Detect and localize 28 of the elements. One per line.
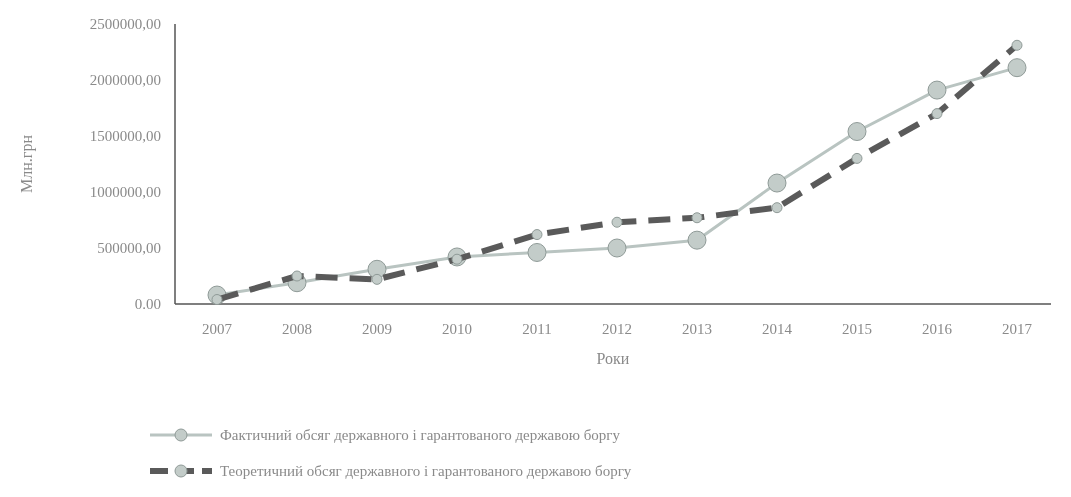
point	[607, 238, 627, 258]
y-axis-title: Млн.грн	[18, 134, 36, 193]
x-tick-label: 2014	[762, 321, 793, 337]
y-tick-label: 0.00	[134, 296, 161, 313]
point	[767, 173, 787, 193]
y-tick-label: 1500000,00	[89, 128, 161, 145]
y-tick-label: 500000,00	[97, 240, 161, 257]
legend-label: Фактичний обсяг державного і гарантованого державою боргу	[220, 427, 621, 444]
y-tick-label: 2000000,00	[89, 72, 161, 89]
x-tick-label: 2015	[842, 321, 872, 337]
x-tick-label: 2010	[442, 321, 472, 337]
x-tick-label: 2009	[362, 321, 392, 337]
y-tick-label: 1000000,00	[89, 184, 161, 201]
x-tick-label: 2008	[282, 321, 312, 337]
point	[1007, 58, 1027, 78]
x-tick-label: 2011	[522, 321, 552, 337]
x-tick-label: 2016	[922, 321, 953, 337]
y-tick-label: 2500000,00	[89, 16, 161, 33]
x-tick-label: 2007	[202, 321, 233, 337]
legend-label: Теоретичний обсяг державного і гарантованого державою боргу	[220, 463, 632, 480]
x-tick-label: 2012	[602, 321, 632, 337]
x-axis-title: Роки	[596, 350, 630, 367]
point	[527, 242, 547, 262]
point	[847, 122, 867, 142]
x-tick-label: 2013	[682, 321, 712, 337]
point	[687, 230, 707, 250]
x-tick-label: 2017	[1002, 321, 1033, 337]
point	[927, 80, 947, 100]
